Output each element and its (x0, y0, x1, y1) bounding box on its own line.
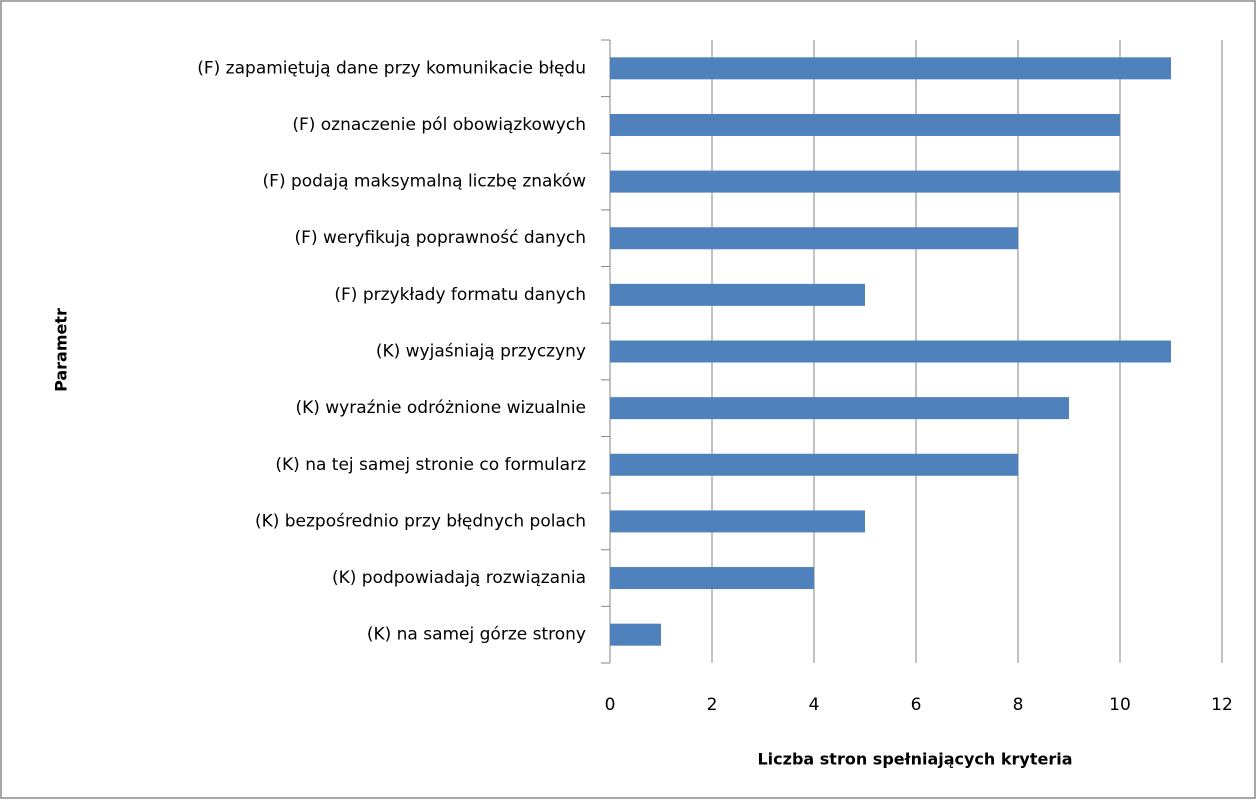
x-tick-label: 0 (605, 695, 616, 715)
x-tick-label: 4 (809, 695, 820, 715)
bar (610, 227, 1018, 250)
y-tick-label: (K) na tej samej stronie co formularz (275, 455, 586, 475)
y-tick-label: (K) podpowiadają rozwiązania (332, 568, 586, 588)
y-tick-label: (K) wyraźnie odróżnione wizualnie (295, 398, 586, 418)
x-tick-label: 10 (1109, 695, 1131, 715)
bar (610, 567, 814, 590)
x-tick-label: 12 (1211, 695, 1233, 715)
y-tick-label: (K) na samej górze strony (367, 625, 586, 645)
bar (610, 397, 1069, 420)
x-tick-label: 8 (1013, 695, 1024, 715)
bar (610, 623, 661, 646)
y-tick-label: (K) bezpośrednio przy błędnych polach (255, 511, 586, 531)
bar (610, 113, 1120, 136)
y-tick-label: (F) przykłady formatu danych (334, 285, 586, 305)
y-tick-label: (F) zapamiętują dane przy komunikacie bł… (197, 58, 586, 78)
x-axis-title: Liczba stron spełniających kryteria (757, 750, 1072, 769)
y-tick-label: (F) podają maksymalną liczbę znaków (263, 172, 587, 192)
y-axis-title: Parametr (52, 308, 71, 392)
y-tick-label: (F) weryfikują poprawność danych (295, 228, 586, 248)
bar (610, 170, 1120, 193)
bar (610, 453, 1018, 476)
x-tick-label: 6 (911, 695, 922, 715)
y-tick-label: (F) oznaczenie pól obowiązkowych (292, 115, 586, 135)
x-tick-label: 2 (707, 695, 718, 715)
bar (610, 283, 865, 306)
bar (610, 510, 865, 533)
bar (610, 340, 1171, 363)
y-tick-label: (K) wyjaśniają przyczyny (376, 342, 586, 362)
bar (610, 57, 1171, 80)
